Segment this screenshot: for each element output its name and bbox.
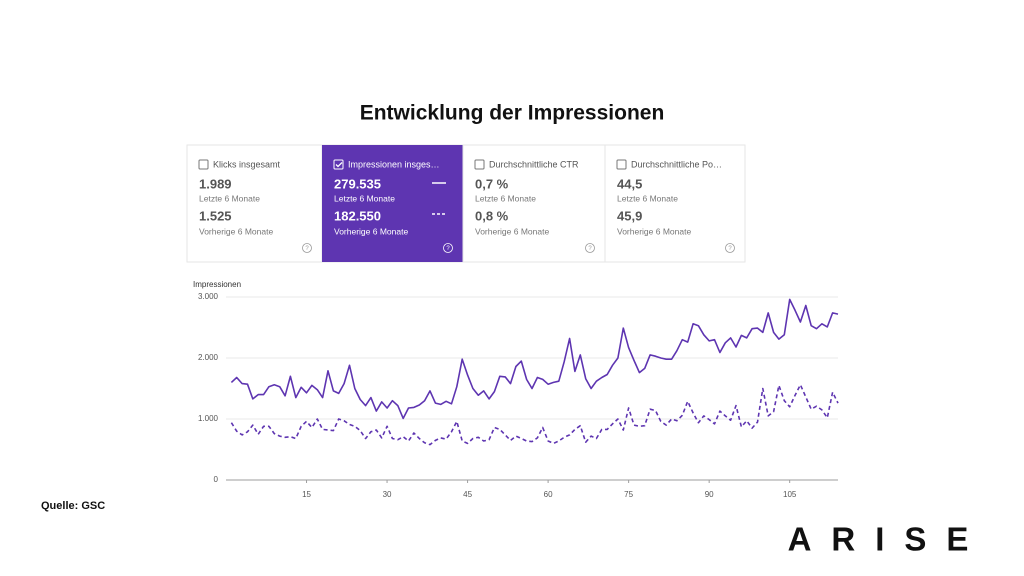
x-tick-label: 45 — [463, 490, 472, 499]
help-icon — [443, 243, 453, 253]
x-tick-label: 30 — [383, 490, 392, 499]
help-icon — [302, 243, 312, 253]
help-mark: ? — [728, 246, 732, 252]
card-bg — [462, 144, 606, 263]
help-mark: ? — [305, 246, 309, 252]
checkbox[interactable] — [616, 159, 627, 170]
card-previous-value: 45,9 — [617, 208, 642, 223]
card-bg — [322, 145, 463, 262]
card-previous-value: 182.550 — [334, 208, 381, 223]
checkbox[interactable] — [333, 159, 344, 170]
card-current-value: 1.989 — [199, 176, 232, 191]
slide-title: Entwicklung der Impressionen — [360, 102, 665, 125]
help-icon — [725, 243, 735, 253]
x-tick-label: 60 — [544, 490, 553, 499]
card-current-label: Letzte 6 Monate — [334, 193, 395, 203]
y-tick-label: 1.000 — [198, 414, 219, 423]
card-previous-label: Vorherige 6 Monate — [475, 226, 549, 236]
card-label: Durchschnittliche Po… — [631, 159, 722, 169]
metric-card: Impressionen insges… 279.535 Letzte 6 Mona… — [322, 145, 463, 262]
card-bg — [604, 144, 746, 263]
card-previous-value: 0,8 % — [475, 208, 509, 223]
series-line — [230, 298, 839, 420]
card-previous-value: 1.525 — [199, 208, 232, 223]
checkbox[interactable] — [474, 159, 485, 170]
card-label: Impressionen insges… — [348, 159, 440, 169]
metric-card: Durchschnittliche CTR 0,7 % Letzte 6 Monat… — [462, 144, 606, 263]
x-tick-label: 105 — [783, 490, 797, 499]
y-tick-label: 3.000 — [198, 292, 219, 301]
card-current-value: 44,5 — [617, 176, 642, 191]
card-current-value: 0,7 % — [475, 176, 509, 191]
metric-card: Klicks insgesamt 1.989 Letzte 6 Monate 1.52… — [186, 144, 323, 263]
y-axis-label: Impressionen — [193, 280, 241, 289]
card-bg — [186, 144, 323, 263]
logo: ARISE — [788, 521, 989, 558]
x-tick-label: 90 — [705, 490, 714, 499]
y-tick-label: 2.000 — [198, 353, 219, 362]
card-current-label: Letzte 6 Monate — [475, 193, 536, 203]
x-tick-label: 75 — [624, 490, 633, 499]
card-previous-label: Vorherige 6 Monate — [617, 226, 691, 236]
checkmark — [335, 162, 343, 168]
help-mark: ? — [446, 246, 450, 252]
card-previous-label: Vorherige 6 Monate — [334, 226, 408, 236]
checkbox[interactable] — [198, 159, 209, 170]
help-mark: ? — [588, 246, 592, 252]
help-icon — [585, 243, 595, 253]
card-current-value: 279.535 — [334, 176, 381, 191]
card-label: Klicks insgesamt — [213, 159, 281, 169]
card-label: Durchschnittliche CTR — [489, 159, 579, 169]
series-line — [230, 384, 839, 446]
x-tick-label: 15 — [302, 490, 311, 499]
card-previous-label: Vorherige 6 Monate — [199, 226, 273, 236]
card-current-label: Letzte 6 Monate — [199, 193, 260, 203]
metric-card: Durchschnittliche Po… 44,5 Letzte 6 Monate… — [604, 144, 746, 263]
card-current-label: Letzte 6 Monate — [617, 193, 678, 203]
y-tick-label: 0 — [214, 475, 219, 484]
source-note: Quelle: GSC — [41, 500, 105, 512]
